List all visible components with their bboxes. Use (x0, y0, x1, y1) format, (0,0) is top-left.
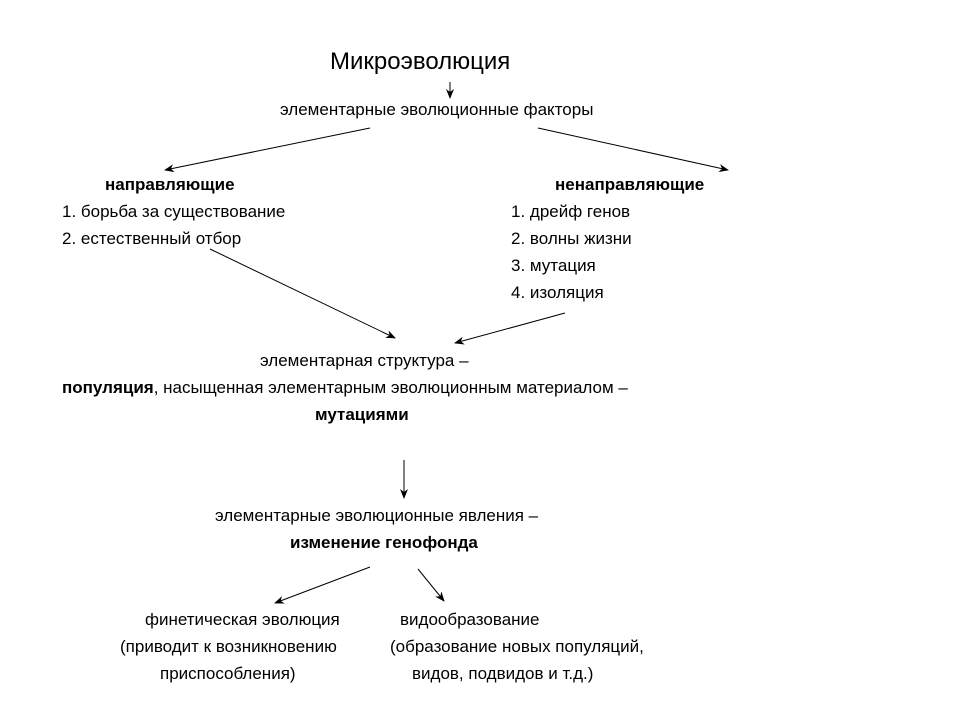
phenomena-line2: изменение генофонда (290, 530, 478, 556)
structure-line2-bold: популяция (62, 378, 154, 397)
structure-line3: мутациями (315, 402, 409, 428)
arrow-6 (275, 567, 370, 603)
structure-line1: элементарная структура – (260, 348, 469, 374)
arrow-7 (418, 569, 444, 601)
leaf-left-line1: финетическая эволюция (145, 607, 340, 633)
branch-left-item-1: 1. борьба за существование (62, 199, 285, 225)
structure-line2-rest: , насыщенная элементарным эволюционным м… (154, 378, 628, 397)
structure-line2: популяция, насыщенная элементарным эволю… (62, 375, 628, 401)
branch-right-item-1: 1. дрейф генов (511, 199, 630, 225)
leaf-right-line3: видов, подвидов и т.д.) (412, 661, 593, 687)
leaf-left-line3: приспособления) (160, 661, 296, 687)
arrow-3 (210, 249, 395, 338)
arrow-1 (165, 128, 370, 170)
leaf-right-line2: (образование новых популяций, (390, 634, 644, 660)
branch-right-heading: ненаправляющие (555, 172, 704, 198)
branch-right-item-2: 2. волны жизни (511, 226, 632, 252)
arrow-4 (455, 313, 565, 343)
branch-left-item-2: 2. естественный отбор (62, 226, 241, 252)
diagram-title: Микроэволюция (330, 48, 510, 76)
branch-right-item-3: 3. мутация (511, 253, 596, 279)
phenomena-line1: элементарные эволюционные явления – (215, 503, 538, 529)
leaf-left-line2: (приводит к возникновению (120, 634, 337, 660)
leaf-right-line1: видообразование (400, 607, 540, 633)
arrow-2 (538, 128, 728, 170)
factors-label: элементарные эволюционные факторы (280, 100, 593, 120)
branch-left-heading: направляющие (105, 172, 235, 198)
branch-right-item-4: 4. изоляция (511, 280, 604, 306)
